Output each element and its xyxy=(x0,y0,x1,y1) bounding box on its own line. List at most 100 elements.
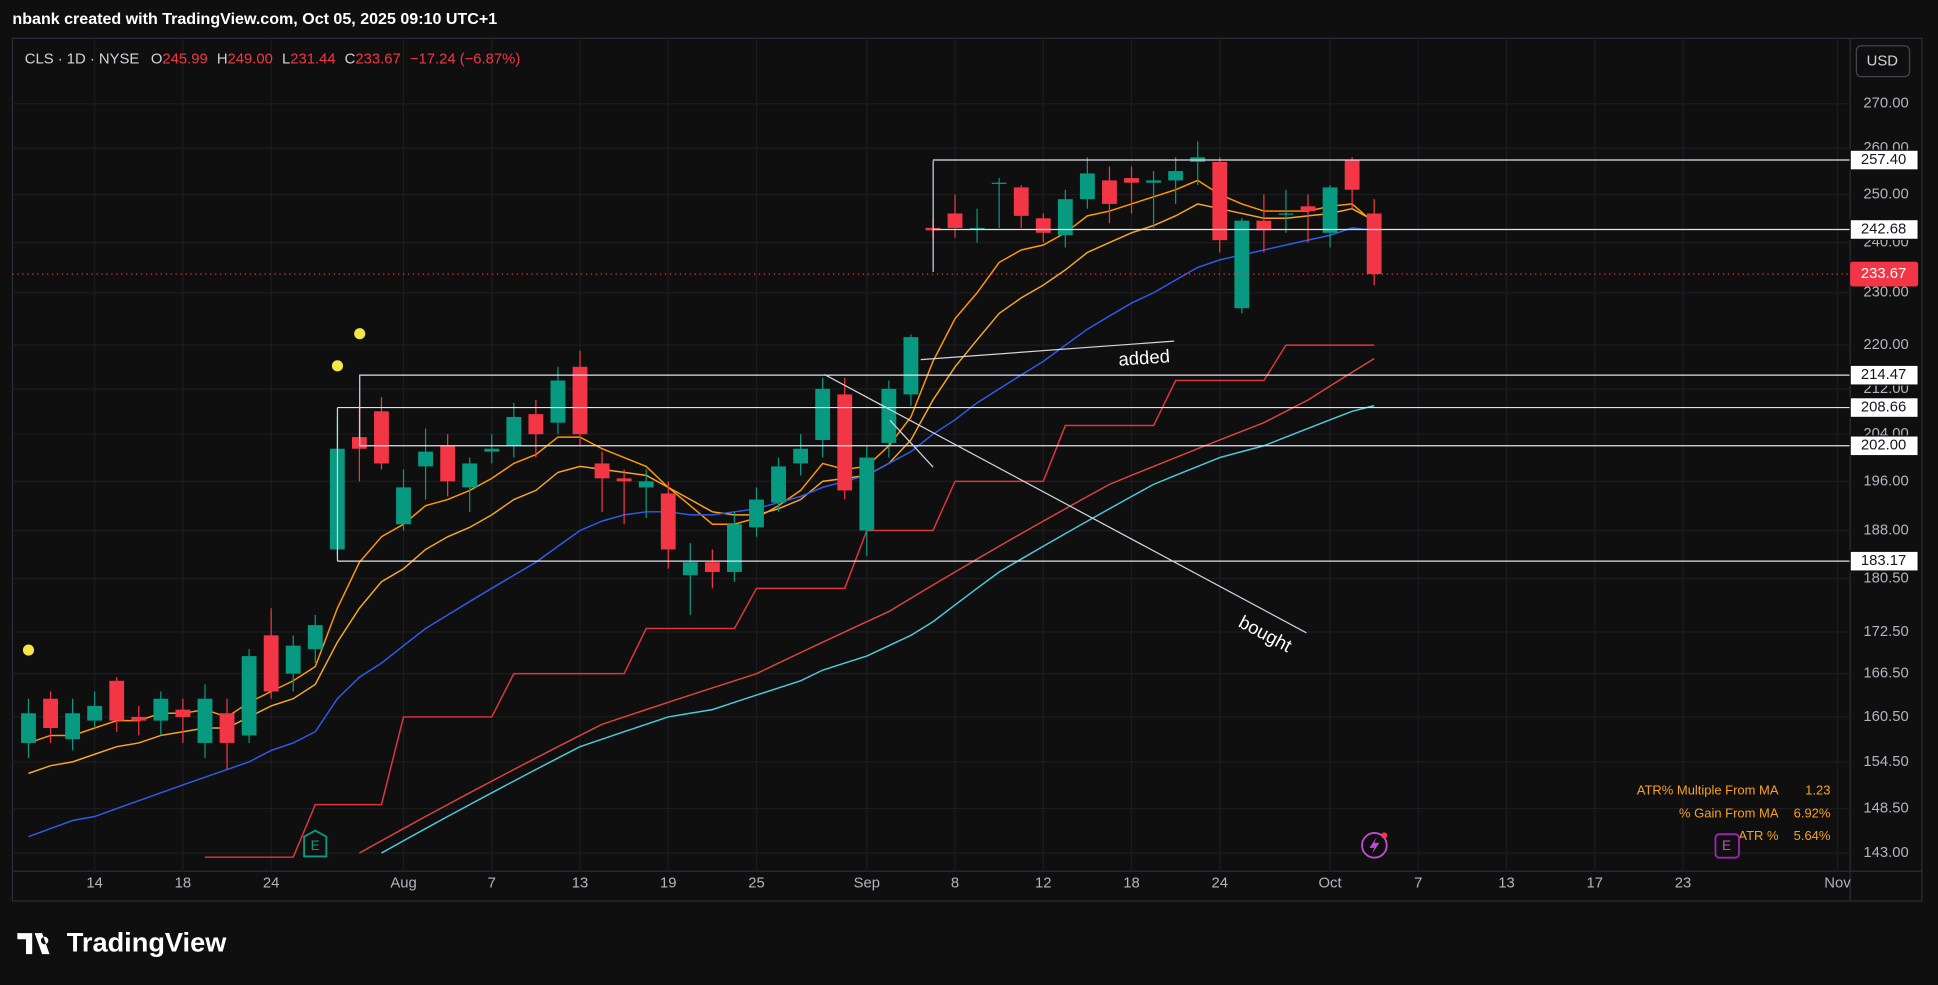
candle-body xyxy=(1057,199,1073,236)
candle-body xyxy=(506,416,522,446)
candle-body xyxy=(660,493,676,550)
x-tick-label: 19 xyxy=(660,876,677,892)
x-tick-label: 25 xyxy=(748,876,765,892)
candle-body xyxy=(65,713,81,740)
change: −17.24 (−6.87%) xyxy=(410,51,521,67)
candle-body xyxy=(771,466,786,503)
candle-body xyxy=(418,451,433,467)
x-tick-label: Nov xyxy=(1824,876,1851,892)
candle-body xyxy=(484,448,500,452)
candle-body xyxy=(903,337,919,395)
candle-body xyxy=(749,499,764,528)
x-tick-label: 7 xyxy=(488,876,496,892)
y-tick-label: 180.50 xyxy=(1863,570,1908,586)
candle-body xyxy=(1344,159,1360,190)
candle-body xyxy=(109,680,125,721)
y-tick-label: 172.50 xyxy=(1863,624,1908,640)
level-label: 208.66 xyxy=(1861,399,1906,415)
candle-body xyxy=(1035,218,1051,233)
candle-body xyxy=(131,716,147,721)
candle-body xyxy=(307,625,323,650)
candle-body xyxy=(727,524,742,572)
y-tick-label: 148.50 xyxy=(1863,800,1908,816)
candle-body xyxy=(263,635,279,692)
candle-body xyxy=(682,562,698,576)
y-tick-label: 220.00 xyxy=(1863,337,1908,353)
level-label: 202.00 xyxy=(1861,438,1906,454)
x-tick-label: 7 xyxy=(1414,876,1422,892)
currency-button[interactable] xyxy=(1855,45,1911,78)
candle-body xyxy=(969,227,985,230)
indicator-line xyxy=(204,344,1375,858)
candle-body xyxy=(440,445,456,482)
candle-body xyxy=(462,463,478,488)
trend-line xyxy=(920,340,1175,361)
level-label-box xyxy=(1849,435,1919,457)
candle-body xyxy=(947,213,963,228)
x-tick-label: 13 xyxy=(1498,876,1515,892)
candle-body xyxy=(1278,213,1294,215)
trend-line xyxy=(824,373,1307,634)
x-tick-label: 23 xyxy=(1675,876,1692,892)
candle-body xyxy=(991,182,1007,184)
event-glyph xyxy=(1369,836,1380,854)
indicator-value: 5.64% xyxy=(1794,828,1831,843)
annotation: added xyxy=(1118,345,1171,370)
last-price-box xyxy=(1850,261,1919,287)
candle-body xyxy=(21,713,36,743)
candle-body xyxy=(1102,180,1117,204)
x-tick-label: 24 xyxy=(263,876,280,892)
y-tick-label: 154.50 xyxy=(1863,754,1908,770)
ohlc-value: 245.99 xyxy=(162,51,207,67)
candle-body xyxy=(1013,187,1029,216)
y-tick-label: 166.50 xyxy=(1863,666,1908,682)
level-label-box xyxy=(1849,397,1919,419)
candle-body xyxy=(197,698,213,743)
level-label-box xyxy=(1849,550,1919,572)
candle-body xyxy=(153,698,169,721)
currency-label: USD xyxy=(1867,54,1898,70)
y-tick-label: 250.00 xyxy=(1863,186,1908,202)
candle-body xyxy=(87,705,103,721)
candle-body xyxy=(1300,206,1316,212)
earnings-icon[interactable] xyxy=(303,829,328,858)
candle-body xyxy=(793,448,809,464)
candle-body xyxy=(594,463,610,479)
candle-body xyxy=(1212,161,1228,241)
brand-logo xyxy=(17,933,50,955)
y-tick-label: 196.00 xyxy=(1863,473,1908,489)
trend-line xyxy=(889,419,934,468)
candle-body xyxy=(528,414,544,435)
symbol: CLS · 1D · NYSE xyxy=(25,51,140,67)
x-tick-label: Oct xyxy=(1319,876,1343,892)
ohlc-key: O xyxy=(151,51,163,67)
candle-body xyxy=(43,698,58,729)
x-tick-label: Sep xyxy=(854,876,880,892)
candle-body xyxy=(704,562,720,572)
candle-body xyxy=(219,713,235,743)
earnings-icon[interactable] xyxy=(1714,833,1740,859)
candle-body xyxy=(859,457,875,531)
y-tick-label: 230.00 xyxy=(1863,285,1908,301)
y-tick-label: 143.00 xyxy=(1863,845,1908,861)
candle-body xyxy=(396,487,411,525)
level-label: 183.17 xyxy=(1861,553,1906,569)
candle-body xyxy=(1146,180,1161,183)
x-tick-label: Aug xyxy=(390,876,416,892)
candle-body xyxy=(374,411,389,464)
level-label-box xyxy=(1849,149,1919,171)
level-label: 242.68 xyxy=(1861,221,1906,237)
candle-body xyxy=(1079,173,1095,200)
ohlc-key: C xyxy=(345,51,356,67)
level-label-box xyxy=(1849,218,1919,240)
x-tick-label: 8 xyxy=(951,876,959,892)
indicator-name: ATR % xyxy=(1738,828,1779,843)
indicator-line xyxy=(381,404,1375,854)
signal-dot xyxy=(331,360,344,372)
level-label-box xyxy=(1849,364,1919,386)
candle-body xyxy=(175,709,191,717)
indicator-value: 6.92% xyxy=(1794,805,1831,820)
candle-body xyxy=(1124,178,1139,183)
candle-body xyxy=(837,394,853,491)
signal-dot xyxy=(22,644,35,656)
